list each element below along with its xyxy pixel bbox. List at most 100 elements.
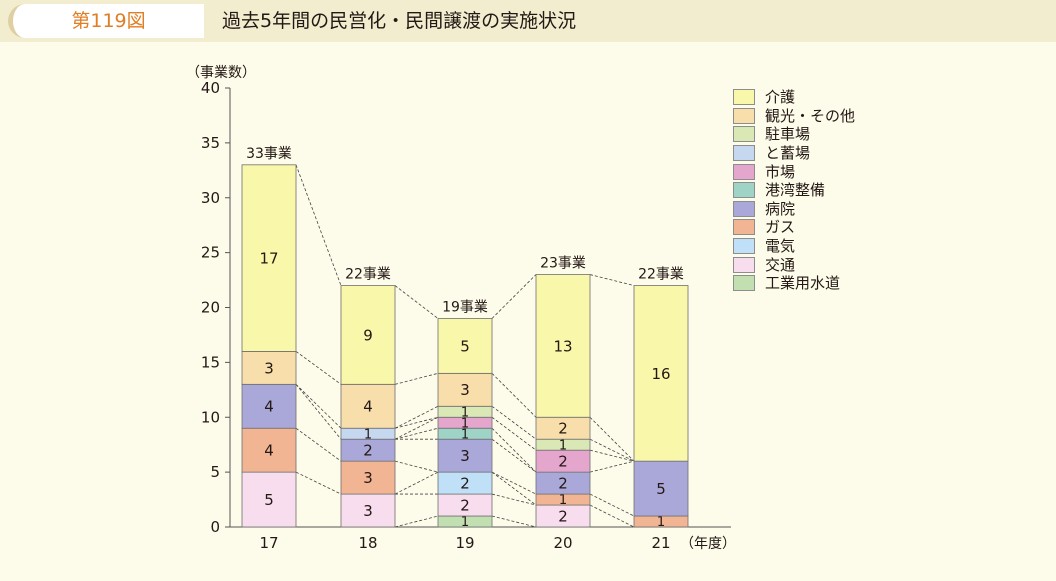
connector-line [491, 405, 537, 440]
connector-line [589, 493, 635, 517]
connector-line [394, 416, 439, 429]
legend-label: 工業用水道 [765, 274, 841, 293]
legend-label: 市場 [765, 162, 796, 181]
x-tick-label: 17 [259, 534, 278, 552]
figure-number: 第119図 [8, 4, 204, 38]
bar-segment [633, 285, 689, 462]
bar-value-label: 17 [259, 250, 278, 268]
bar-value-label: 9 [363, 326, 373, 344]
legend-label: 駐車場 [765, 125, 811, 144]
connector-line [394, 427, 439, 440]
connector-line [589, 274, 635, 286]
legend-label: と蓄場 [765, 144, 811, 163]
chart-area: 0 5 10 15 20 25 30 35 40 （事業数） 5 4 4 3 17 33事業 17 3 3 2 1 4 9 2… [0, 42, 1056, 577]
bar-total-label: 22事業 [638, 267, 684, 283]
connector-line [589, 460, 635, 473]
y-tick-label: 10 [201, 408, 220, 426]
y-tick-label: 40 [201, 79, 220, 97]
connector-line [394, 471, 439, 495]
y-tick-label: 35 [201, 134, 220, 152]
legend-label: 交通 [765, 255, 796, 274]
connector-line [491, 373, 537, 418]
y-tick-label: 15 [201, 353, 220, 371]
y-tick-label: 5 [210, 463, 220, 481]
bar-value-label: 1 [461, 416, 469, 431]
connector-line [295, 384, 342, 440]
legend-label: 電気 [765, 237, 796, 256]
figure-header: 第119図 過去5年間の民営化・民間譲渡の実施状況 [0, 0, 1056, 42]
connector-line [491, 274, 537, 319]
x-tick-label: 19 [455, 534, 474, 552]
legend-item: 駐車場 [733, 125, 933, 144]
bar-segment [535, 274, 591, 418]
bar-segment [437, 438, 493, 473]
bar-value-label: 1 [559, 493, 567, 508]
legend-swatch [733, 107, 755, 124]
x-tick-label: 20 [553, 534, 572, 552]
bar-segment [437, 372, 493, 407]
bar-value-label: 5 [460, 337, 470, 355]
legend-swatch [733, 256, 755, 273]
bar-value-label: 2 [558, 507, 568, 525]
bar-total-label: 22事業 [345, 267, 391, 283]
y-tick-label: 30 [201, 189, 220, 207]
legend-item: 観光・その他 [733, 107, 933, 126]
legend-item: 介護 [733, 88, 933, 107]
connector-line [491, 416, 537, 451]
connector-line [589, 438, 635, 462]
bar-value-label: 3 [363, 502, 373, 520]
x-tick-label: 21 [651, 534, 670, 552]
bar-segment [241, 427, 297, 473]
connector-line [491, 438, 537, 473]
bar-value-label: 3 [363, 469, 373, 487]
legend-item: 市場 [733, 162, 933, 181]
legend-item: 電気 [733, 237, 933, 256]
legend-label: 病院 [765, 199, 796, 218]
bar-value-label: 1 [657, 515, 665, 530]
bar-segment [340, 285, 396, 385]
legend-label: 観光・その他 [765, 106, 856, 125]
x-tick-label: 18 [358, 534, 377, 552]
bar-value-label: 1 [559, 438, 567, 453]
legend-swatch [733, 145, 755, 162]
bar-total-label: 33事業 [246, 146, 292, 162]
bar-value-label: 2 [460, 496, 470, 514]
bar-segment [241, 350, 297, 385]
bar-value-label: 5 [264, 491, 274, 509]
legend-swatch [733, 219, 755, 236]
bar-value-label: 1 [461, 427, 469, 442]
bar-value-label: 1 [461, 405, 469, 420]
figure-title: 過去5年間の民営化・民間譲渡の実施状況 [222, 10, 577, 32]
connector-line [295, 427, 342, 462]
connector-line [589, 449, 635, 462]
legend-item: 交通 [733, 255, 933, 274]
legend-swatch [733, 89, 755, 106]
legend-label: 介護 [765, 88, 796, 107]
bar-segment [340, 493, 396, 528]
bar-value-label: 2 [363, 442, 373, 460]
connector-line [589, 504, 635, 528]
connector-line [491, 471, 537, 495]
stacked-bar-chart: 0510152025303540（事業数）54431733事業173321492… [186, 65, 736, 552]
connector-line [394, 285, 439, 319]
connector-line [394, 405, 439, 429]
legend-swatch [733, 126, 755, 143]
bar-value-label: 3 [264, 359, 274, 377]
legend-swatch [733, 182, 755, 199]
y-axis-label: （事業数） [186, 65, 256, 81]
legend-item: ガス [733, 218, 933, 237]
y-tick-label: 20 [201, 299, 220, 317]
legend-swatch [733, 200, 755, 217]
connector-line [491, 471, 537, 506]
connector-line [491, 515, 537, 528]
connector-line [589, 416, 635, 462]
connector-line [491, 493, 537, 506]
legend-label: ガス [765, 218, 796, 237]
bar-value-label: 1 [364, 427, 372, 442]
legend-label: 港湾整備 [765, 181, 826, 200]
legend-item: 工業用水道 [733, 274, 933, 293]
bar-segment [340, 383, 396, 429]
bar-value-label: 3 [460, 447, 470, 465]
bar-segment [241, 164, 297, 352]
legend-item: 港湾整備 [733, 181, 933, 200]
